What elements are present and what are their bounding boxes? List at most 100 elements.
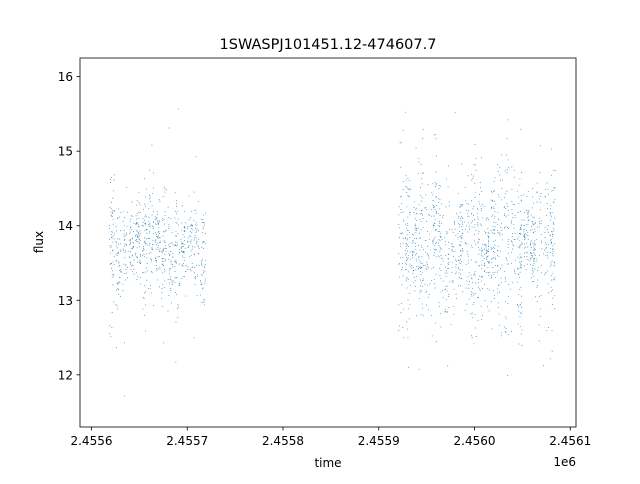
data-point — [129, 257, 131, 259]
data-point — [457, 260, 459, 262]
data-point — [130, 247, 132, 249]
data-point — [190, 239, 192, 241]
data-point — [112, 223, 114, 225]
data-point — [407, 178, 409, 180]
data-point — [408, 195, 410, 197]
data-point — [499, 167, 501, 169]
data-point — [486, 259, 488, 260]
data-point — [169, 278, 171, 280]
data-point — [546, 208, 548, 210]
data-point — [164, 258, 166, 260]
data-point — [452, 246, 454, 248]
data-point — [541, 248, 543, 250]
data-point — [527, 191, 529, 193]
data-point — [505, 318, 507, 320]
data-point — [165, 250, 167, 252]
data-point — [481, 260, 483, 262]
data-point — [547, 257, 549, 259]
data-point — [549, 208, 551, 210]
data-point — [400, 166, 402, 168]
data-point — [491, 199, 493, 201]
data-point — [183, 259, 185, 261]
data-point — [497, 224, 499, 226]
data-point — [435, 195, 437, 197]
data-point — [526, 234, 528, 236]
data-point — [418, 266, 420, 268]
data-point — [420, 194, 422, 196]
data-point — [481, 318, 483, 320]
data-point — [497, 171, 499, 172]
data-point — [114, 174, 115, 176]
data-point — [448, 296, 450, 298]
data-point — [185, 295, 187, 297]
data-point — [521, 264, 523, 266]
data-point — [202, 288, 204, 290]
data-point — [488, 243, 490, 245]
data-point — [414, 201, 416, 203]
data-point — [111, 215, 113, 217]
data-point — [470, 200, 472, 202]
data-point — [416, 220, 418, 221]
data-point — [428, 258, 430, 259]
data-point — [200, 283, 202, 285]
data-point — [133, 259, 135, 261]
data-point — [466, 225, 468, 227]
data-point — [426, 209, 428, 211]
data-point — [418, 173, 420, 174]
data-point — [421, 210, 423, 212]
data-point — [167, 279, 169, 281]
data-point — [409, 263, 411, 265]
data-point — [461, 205, 463, 207]
data-point — [419, 237, 421, 239]
data-point — [110, 211, 112, 213]
data-point — [482, 217, 484, 219]
data-point — [118, 262, 120, 264]
data-point — [432, 241, 434, 243]
data-point — [475, 244, 477, 246]
data-point — [139, 211, 141, 213]
data-point — [120, 250, 122, 252]
data-point — [455, 213, 457, 214]
data-point — [490, 191, 492, 192]
data-point — [486, 251, 488, 253]
data-point — [164, 210, 166, 212]
data-point — [110, 252, 111, 254]
data-point — [176, 222, 178, 224]
data-point — [175, 244, 176, 246]
y-tick-label: 16 — [58, 70, 73, 84]
data-point — [442, 297, 444, 299]
data-point — [550, 241, 552, 243]
data-point — [511, 236, 513, 238]
data-point — [146, 262, 148, 264]
data-point — [204, 212, 206, 214]
data-point — [465, 263, 467, 265]
data-point — [400, 196, 402, 198]
data-point — [512, 217, 514, 219]
data-point — [470, 277, 472, 279]
data-point — [526, 209, 528, 211]
data-point — [170, 260, 172, 262]
data-point — [143, 246, 145, 248]
data-point — [187, 237, 189, 239]
data-point — [425, 268, 427, 270]
data-point — [437, 201, 439, 203]
data-point — [534, 240, 536, 242]
data-point — [409, 211, 411, 213]
data-point — [456, 260, 457, 262]
data-point — [551, 174, 552, 176]
data-point — [145, 222, 147, 224]
data-point — [459, 231, 460, 232]
data-point — [142, 225, 143, 226]
data-point — [549, 358, 551, 360]
data-point — [138, 226, 140, 228]
data-point — [533, 244, 535, 246]
data-point — [460, 258, 461, 260]
data-point — [203, 222, 205, 223]
data-point — [453, 313, 455, 315]
data-point — [191, 224, 193, 226]
data-point — [143, 298, 145, 300]
data-point — [426, 284, 428, 286]
data-point — [130, 268, 132, 270]
data-point — [405, 179, 407, 181]
